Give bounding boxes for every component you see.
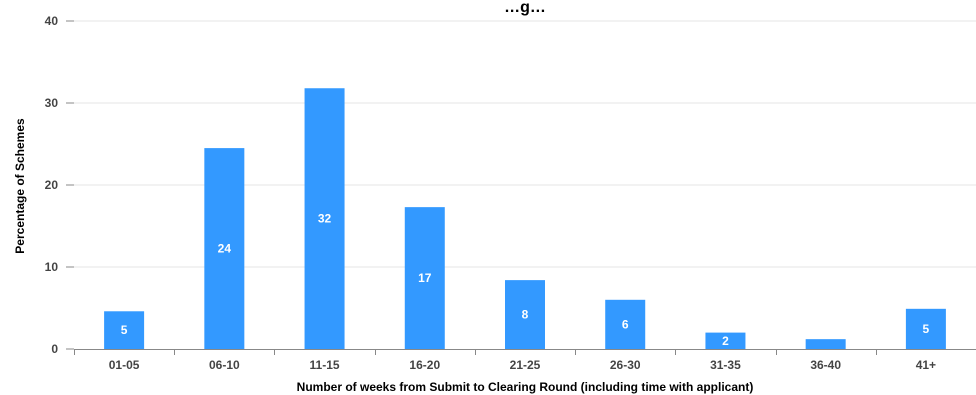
y-axis: 0 10 20 30 40 (45, 14, 74, 356)
x-axis-title: Number of weeks from Submit to Clearing … (297, 380, 754, 394)
bar (304, 88, 345, 350)
data-label: 24 (218, 242, 232, 256)
x-tick-label: 16-20 (409, 358, 440, 372)
x-tick-label: 41+ (916, 358, 936, 372)
data-label: 6 (622, 317, 629, 331)
bar (404, 207, 445, 349)
bar (104, 311, 145, 349)
x-axis: 01-05 06-10 11-15 16-20 21-25 26-30 31-35 36-40… (74, 349, 976, 372)
x-tick-label: 01-05 (109, 358, 140, 372)
y-tick-label: 0 (51, 342, 58, 356)
bar (705, 332, 746, 349)
data-label: 17 (418, 271, 432, 285)
y-tick-label: 10 (45, 260, 59, 274)
x-tick-label: 26-30 (610, 358, 641, 372)
data-label: 32 (318, 212, 332, 226)
x-tick-label: 11-15 (310, 358, 340, 372)
data-label: 2 (722, 334, 729, 348)
bar (805, 339, 846, 349)
x-tick-label: 31-35 (710, 358, 741, 372)
bar (204, 148, 245, 349)
bar (605, 299, 646, 349)
x-tick-label: 06-10 (209, 358, 240, 372)
data-label: 5 (923, 322, 930, 336)
data-label: 5 (121, 323, 128, 337)
bar (905, 308, 946, 349)
y-tick-label: 20 (45, 178, 59, 192)
data-label: 8 (522, 308, 529, 322)
y-tick-label: 40 (45, 14, 59, 28)
y-axis-title: Percentage of Schemes (13, 118, 27, 254)
chart-title: …g… (504, 0, 546, 16)
y-tick-label: 30 (45, 96, 59, 110)
x-tick-label: 36-40 (810, 358, 841, 372)
x-tick-label: 21-25 (510, 358, 541, 372)
bars: 5 24 32 17 8 6 2 5 (104, 88, 946, 350)
bar (505, 280, 545, 349)
